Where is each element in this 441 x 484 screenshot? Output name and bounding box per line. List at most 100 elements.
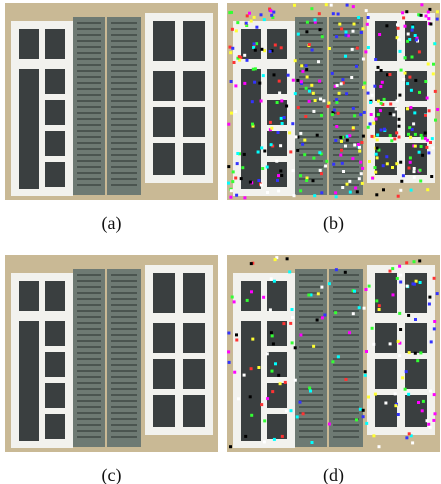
- noise-pixel: [266, 352, 269, 355]
- window-pane: [19, 281, 39, 311]
- noise-pixel: [319, 28, 322, 31]
- noise-pixel: [280, 117, 283, 120]
- noise-pixel: [294, 59, 297, 62]
- noise-pixel: [399, 50, 402, 53]
- noise-pixel: [409, 136, 412, 139]
- noise-pixel: [230, 11, 233, 14]
- noise-pixel: [303, 153, 306, 156]
- noise-pixel: [414, 318, 417, 321]
- window-pane: [45, 162, 65, 187]
- noise-pixel: [352, 30, 355, 33]
- noise-pixel: [227, 165, 230, 168]
- noise-pixel: [357, 16, 360, 19]
- noise-pixel: [434, 90, 437, 93]
- noise-pixel: [345, 31, 348, 34]
- noise-pixel: [299, 334, 302, 337]
- figure: (a)(b)(c)(d): [0, 0, 441, 484]
- noise-pixel: [230, 80, 233, 83]
- noise-pixel: [233, 61, 236, 64]
- noise-pixel: [414, 133, 417, 136]
- noise-pixel: [263, 440, 266, 443]
- noise-pixel: [361, 167, 364, 170]
- noise-pixel: [295, 135, 298, 138]
- noise-pixel: [335, 98, 338, 101]
- noise-pixel: [371, 327, 374, 330]
- noise-pixel: [363, 111, 366, 114]
- noise-pixel: [324, 165, 327, 168]
- noise-pixel: [348, 134, 351, 137]
- noise-pixel: [260, 13, 263, 16]
- noise-pixel: [230, 112, 233, 115]
- noise-pixel: [354, 187, 357, 190]
- noise-pixel: [243, 374, 246, 377]
- noise-pixel: [340, 82, 343, 85]
- noise-pixel: [413, 176, 416, 179]
- noise-pixel: [253, 81, 256, 84]
- noise-pixel: [308, 43, 311, 46]
- noise-pixel: [344, 34, 347, 37]
- noise-pixel: [370, 113, 373, 116]
- noise-pixel: [378, 304, 381, 307]
- noise-pixel: [346, 135, 349, 138]
- noise-pixel: [419, 169, 422, 172]
- noise-pixel: [389, 134, 392, 137]
- noise-pixel: [250, 367, 253, 370]
- noise-pixel: [331, 72, 334, 75]
- noise-pixel: [394, 404, 397, 407]
- noise-pixel: [331, 360, 334, 363]
- noise-pixel: [388, 73, 391, 76]
- noise-pixel: [285, 105, 288, 108]
- noise-pixel: [231, 180, 234, 183]
- noise-pixel: [411, 29, 414, 32]
- noise-pixel: [269, 50, 272, 53]
- noise-pixel: [341, 78, 344, 81]
- noise-pixel: [334, 311, 337, 314]
- noise-pixel: [296, 415, 299, 418]
- noise-pixel: [352, 312, 355, 315]
- noise-pixel: [316, 134, 319, 137]
- noise-pixel: [311, 441, 314, 444]
- noise-pixel: [385, 155, 388, 158]
- noise-pixel: [362, 58, 365, 61]
- noise-pixel: [287, 74, 290, 77]
- noise-pixel: [257, 366, 260, 369]
- noise-pixel: [376, 134, 379, 137]
- noise-pixel: [243, 54, 246, 57]
- noise-pixel: [389, 112, 392, 115]
- noise-pixel: [273, 73, 276, 76]
- window-pane: [183, 323, 205, 353]
- noise-pixel: [308, 387, 311, 390]
- window-pane: [45, 100, 65, 125]
- noise-pixel: [398, 118, 401, 121]
- noise-pixel: [432, 72, 435, 75]
- noise-pixel: [377, 66, 380, 69]
- noise-pixel: [361, 27, 364, 30]
- noise-pixel: [431, 137, 434, 140]
- noise-pixel: [344, 55, 347, 58]
- noise-pixel: [284, 381, 287, 384]
- noise-pixel: [229, 51, 232, 54]
- noise-pixel: [291, 316, 294, 319]
- noise-pixel: [421, 154, 424, 157]
- noise-pixel: [375, 299, 378, 302]
- window-pane: [375, 359, 397, 389]
- noise-pixel: [380, 102, 383, 105]
- noise-pixel: [294, 92, 297, 95]
- noise-pixel: [434, 119, 437, 122]
- noise-pixel: [277, 131, 280, 134]
- noise-pixel: [372, 343, 375, 346]
- noise-pixel: [279, 144, 282, 147]
- noise-pixel: [338, 92, 341, 95]
- noise-pixel: [277, 189, 280, 192]
- noise-pixel: [260, 100, 263, 103]
- noise-pixel: [306, 21, 309, 24]
- noise-pixel: [395, 107, 398, 110]
- noise-pixel: [386, 162, 389, 165]
- noise-pixel: [436, 18, 439, 21]
- noise-pixel: [276, 179, 279, 182]
- noise-pixel: [269, 9, 272, 12]
- noise-pixel: [397, 195, 400, 198]
- noise-pixel: [402, 16, 405, 19]
- noise-pixel: [407, 133, 410, 136]
- noise-pixel: [406, 285, 409, 288]
